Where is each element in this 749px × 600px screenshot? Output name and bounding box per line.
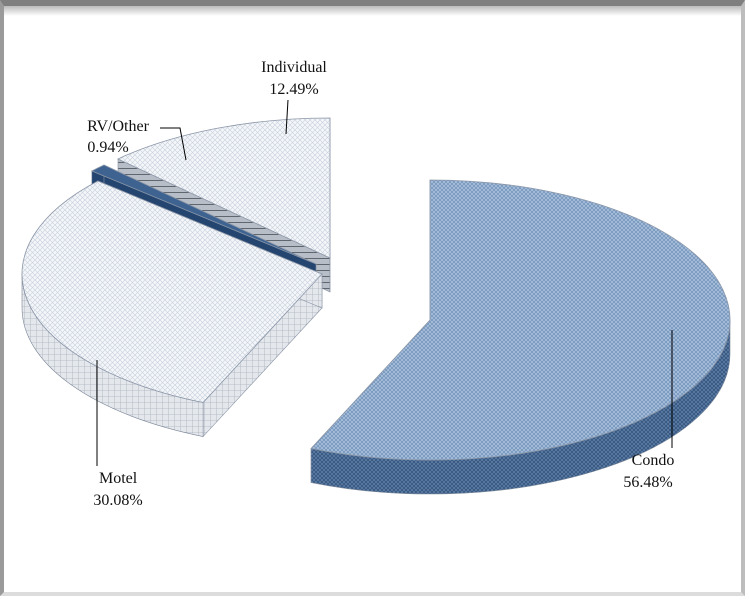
label-motel-name: Motel [99, 470, 138, 487]
pie-slices [21, 117, 731, 495]
label-rv-other-name: RV/Other [87, 118, 149, 135]
label-individual-name: Individual [261, 59, 327, 76]
label-condo-percent: 56.48% [623, 474, 672, 491]
leader-individual [285, 99, 289, 135]
label-motel: Motel 30.08% [93, 470, 142, 509]
label-individual: Individual 12.49% [261, 59, 327, 98]
slice-rv-other [90, 164, 317, 265]
label-motel-percent: 30.08% [93, 492, 142, 509]
leader-lines [96, 99, 673, 466]
label-condo-name: Condo [632, 452, 675, 469]
frame-shadow [4, 6, 741, 16]
label-rv-other-percent: 0.94% [87, 139, 128, 156]
slice-motel [21, 180, 323, 403]
slice-condo [310, 179, 731, 461]
slice-individual [117, 117, 331, 259]
leader-rv-other [160, 127, 187, 161]
label-condo: Condo 56.48% [623, 452, 674, 491]
label-rv-other: RV/Other 0.94% [87, 118, 149, 156]
label-individual-percent: 12.49% [269, 81, 318, 98]
